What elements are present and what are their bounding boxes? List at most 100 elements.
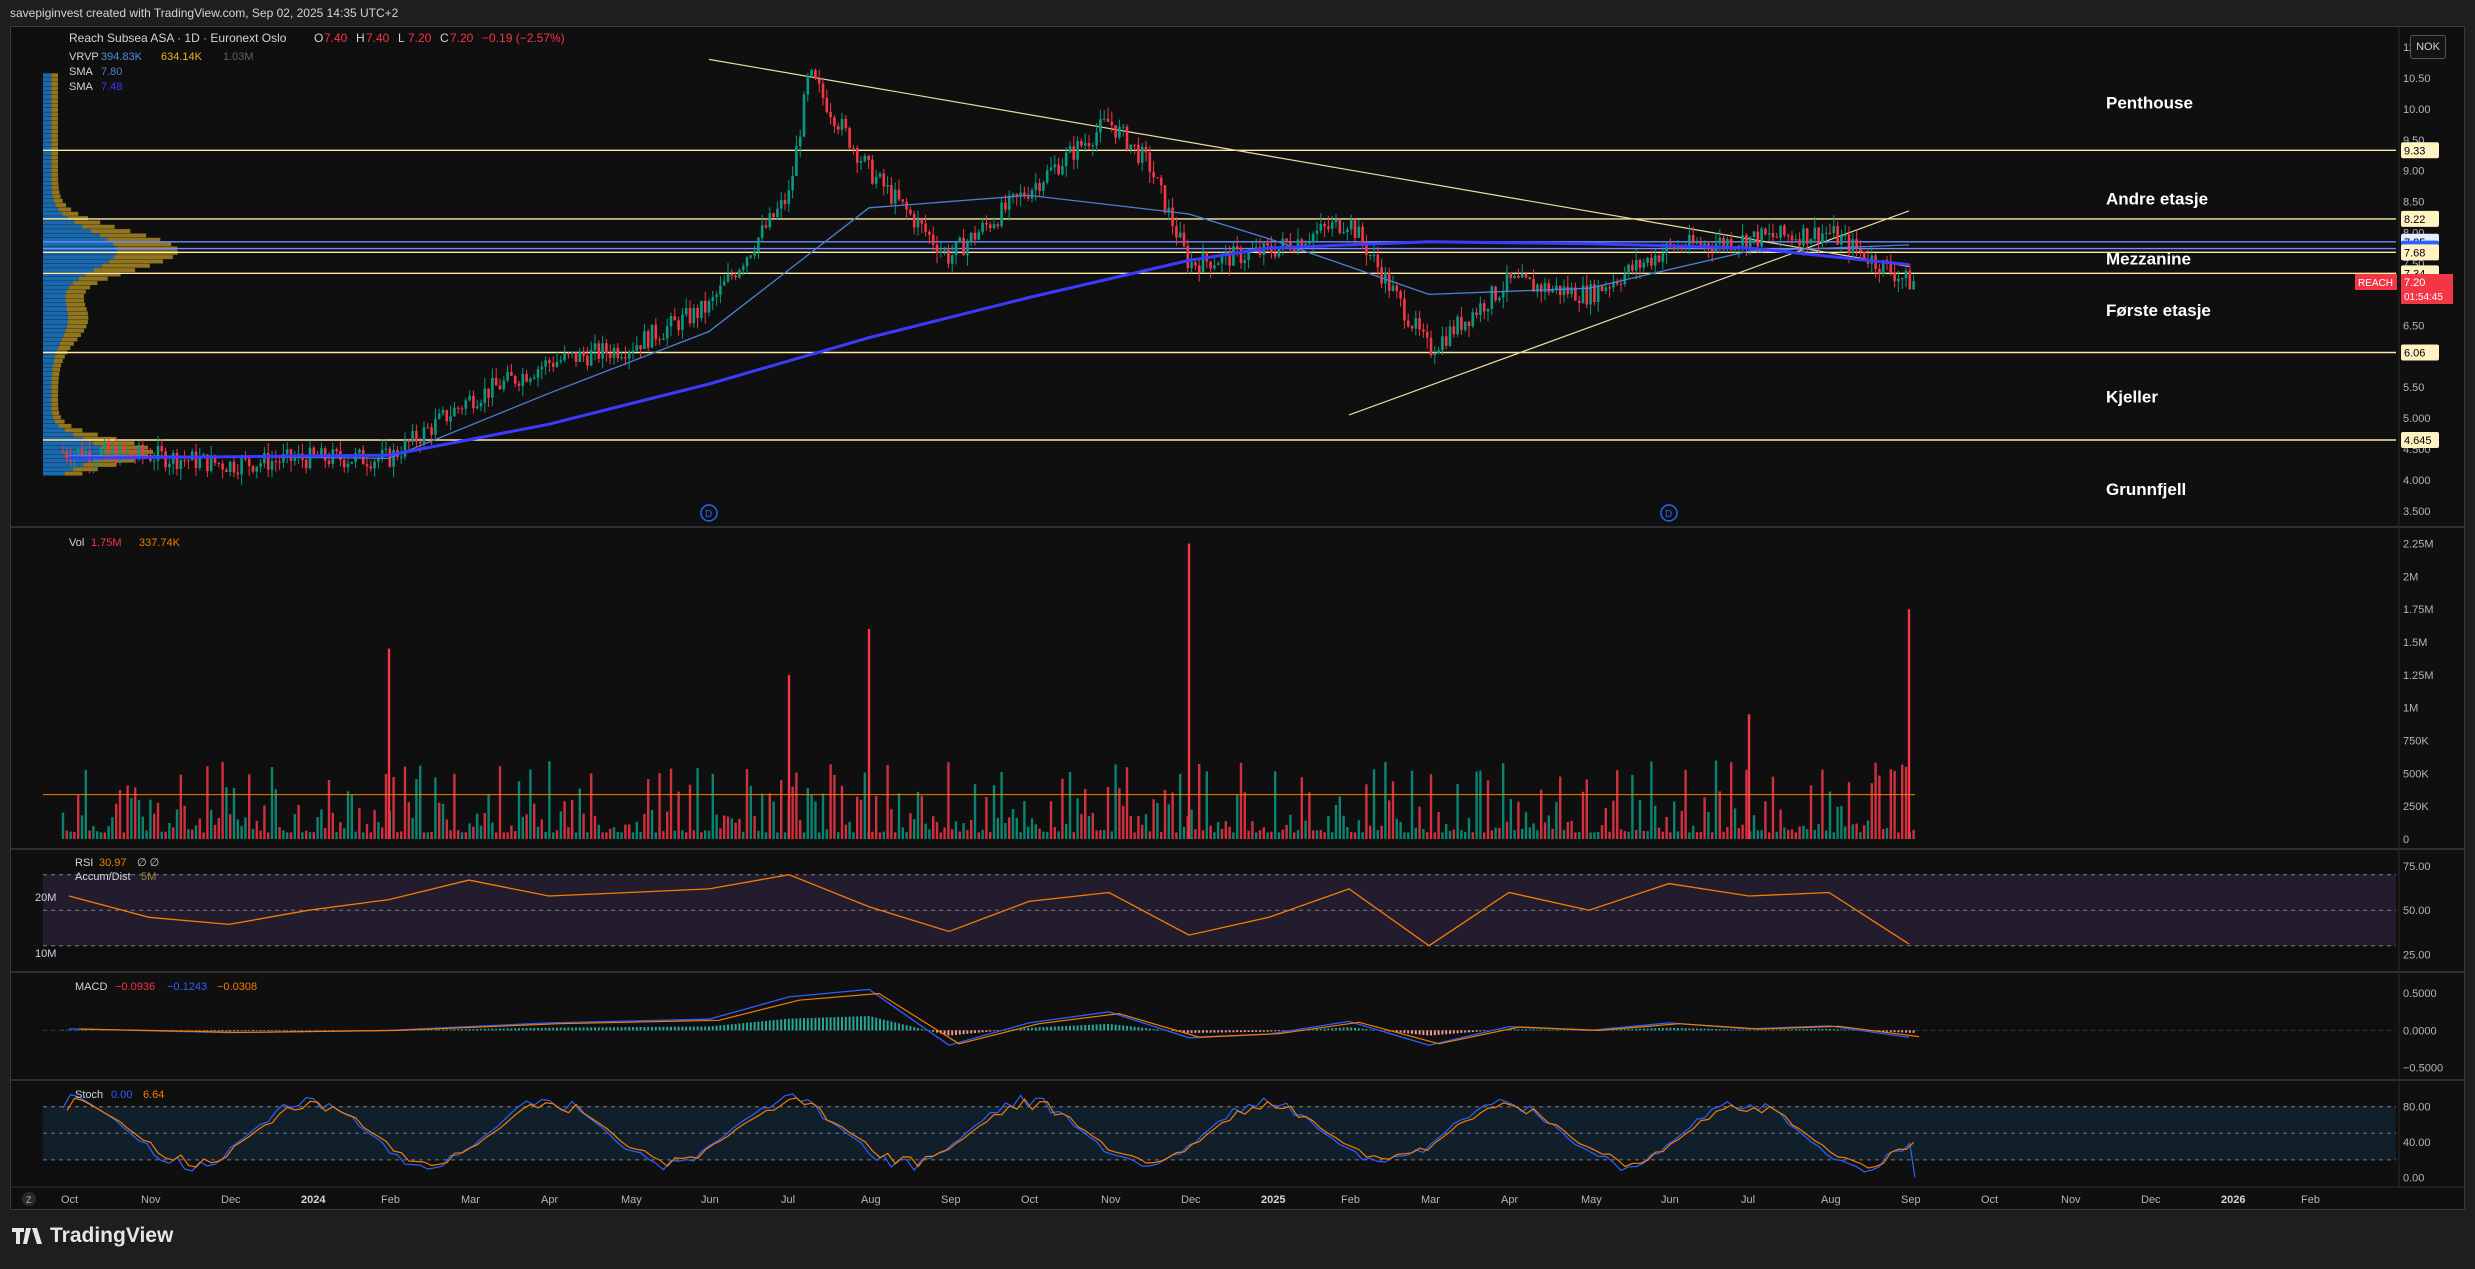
candle-body: [882, 173, 886, 187]
macd-hist-bar: [666, 1026, 669, 1031]
candle-body: [282, 454, 285, 463]
volume-bar: [510, 825, 513, 839]
vp-bar-up: [43, 142, 52, 147]
candle-body: [1433, 353, 1437, 356]
last-price-badge[interactable]: [2401, 274, 2453, 304]
candle-body: [1209, 261, 1212, 269]
volume-bar-peak[interactable]: [1187, 543, 1191, 839]
macd-hist-bar: [1791, 1029, 1793, 1031]
macd-hist-bar: [1840, 1029, 1843, 1031]
volume-bar: [1847, 782, 1851, 839]
candle-body: [1406, 320, 1410, 327]
macd-hist-bar: [248, 1030, 251, 1032]
macd-hist-bar: [757, 1021, 760, 1031]
dividend-marker[interactable]: [700, 504, 718, 522]
candle-body: [468, 395, 471, 401]
macd-hist-bar: [772, 1020, 775, 1031]
volume-bar: [270, 767, 274, 839]
macd-hist-bar: [1654, 1028, 1657, 1031]
candle-body: [232, 461, 236, 473]
macd-hist-bar: [719, 1025, 722, 1031]
macd-hist-bar: [924, 1029, 927, 1031]
volume-bar-peak[interactable]: [1747, 714, 1751, 839]
symbol-badge[interactable]: [2355, 274, 2397, 290]
candle-body: [510, 371, 513, 376]
footer: TradingView: [0, 1210, 2475, 1269]
trendline[interactable]: [1348, 210, 1910, 416]
volume-bar-peak[interactable]: [387, 648, 391, 839]
chart-frame[interactable]: 11.0010.5010.009.509.008.508.007.507.006…: [10, 26, 2465, 1210]
macd-hist-bar: [1897, 1030, 1900, 1033]
currency-button[interactable]: NOK: [2410, 35, 2446, 59]
vp-bar-up: [43, 116, 52, 121]
candle-body: [422, 427, 426, 444]
macd-hist-bar: [1642, 1028, 1645, 1031]
candle-body: [665, 326, 669, 339]
tradingview-logo[interactable]: TradingView: [12, 1224, 173, 1248]
volume-bar: [878, 832, 882, 839]
volume-bar: [1175, 832, 1178, 839]
legend-vrvp-label: VRVP: [69, 51, 99, 63]
volume-bar-peak[interactable]: [787, 674, 791, 839]
macd-hist-bar: [278, 1030, 281, 1031]
volume-bar: [571, 799, 574, 839]
macd-signal-line[interactable]: [78, 992, 1920, 1045]
volume-bar: [1239, 762, 1243, 839]
macd-hist-bar: [1061, 1026, 1064, 1031]
macd-hist-bar: [1023, 1028, 1026, 1031]
trendline[interactable]: [708, 58, 1910, 268]
macd-hist-bar: [643, 1026, 646, 1031]
volume-bar-peak[interactable]: [1907, 609, 1911, 839]
volume-bar: [533, 803, 536, 839]
volume-bar: [1213, 832, 1216, 839]
macd-hist-bar: [1669, 1027, 1672, 1031]
macd-hist-bar: [1076, 1025, 1079, 1031]
main-legend[interactable]: Reach Subsea ASA · 1D · Euronext Oslo O 7.…: [69, 31, 565, 93]
candle-body: [833, 117, 836, 127]
sma-fast-line[interactable]: [68, 194, 1910, 459]
volume-bar: [1524, 812, 1528, 839]
volume-axis-tick: 250K: [2403, 801, 2429, 813]
stoch-d-line[interactable]: [66, 1097, 1915, 1169]
macd-hist-bar: [1407, 1030, 1410, 1034]
time-axis-label: Jun: [701, 1194, 719, 1206]
candle-body: [1410, 326, 1414, 329]
legend-stoch-label: Stoch: [75, 1089, 103, 1101]
dividend-marker[interactable]: [1660, 504, 1678, 522]
sma-slow-line[interactable]: [68, 240, 1910, 460]
volume-bar: [989, 831, 992, 839]
volume-bar: [1000, 772, 1003, 839]
candle-body: [559, 360, 563, 362]
candle-body: [1756, 231, 1760, 247]
candle-body: [1137, 144, 1140, 163]
rsi-line[interactable]: [68, 874, 1910, 947]
chart-canvas[interactable]: 11.0010.5010.009.509.008.508.007.507.006…: [11, 27, 2464, 1209]
vp-bar-down: [53, 358, 63, 363]
candle-body: [228, 461, 232, 472]
macd-hist-bar: [65, 1029, 68, 1031]
candle-body: [1520, 273, 1524, 278]
volume-bar: [1711, 832, 1714, 839]
volume-bar: [1528, 827, 1531, 839]
candles: [61, 68, 1915, 485]
volume-bar: [1266, 832, 1269, 839]
volume-bar: [1483, 832, 1486, 839]
macd-hist-bar: [1403, 1030, 1406, 1034]
macd-hist-bar: [1707, 1028, 1710, 1031]
rsi-axis-tick: 75.00: [2403, 861, 2431, 873]
macd-hist-bar: [210, 1030, 213, 1031]
volume-bar: [65, 830, 68, 839]
volume-bar-peak[interactable]: [867, 628, 871, 839]
volume-bar: [1699, 831, 1702, 839]
vp-bar-up: [43, 233, 100, 238]
candle-body: [1539, 284, 1543, 292]
vp-bar-up: [43, 203, 56, 208]
candle-body: [399, 456, 403, 458]
volume-bar: [1798, 826, 1801, 839]
goto-date-button[interactable]: [22, 1192, 36, 1206]
stoch-k-line[interactable]: [62, 1093, 1916, 1178]
time-axis-label: Aug: [861, 1194, 881, 1206]
macd-line[interactable]: [68, 988, 1910, 1046]
volume-bar: [1403, 832, 1406, 839]
vp-bar-down: [51, 177, 59, 182]
